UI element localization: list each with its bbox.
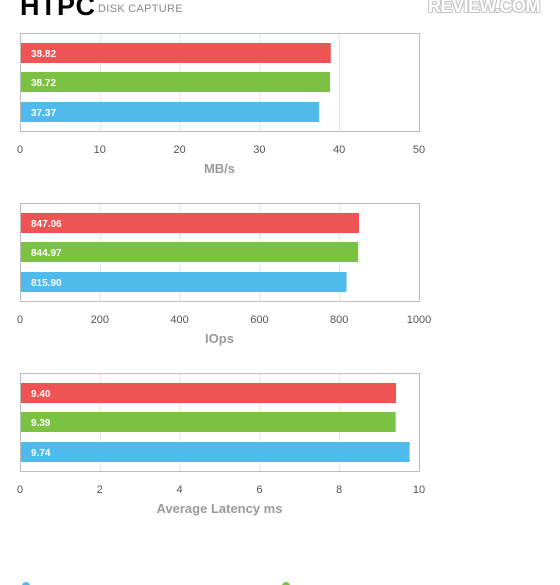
bar: [21, 383, 397, 403]
axis-title: IOps: [205, 331, 234, 346]
tick-label: 30: [253, 144, 265, 156]
axis-title: MB/s: [204, 161, 235, 176]
page-subtitle: DISK CAPTURE: [98, 3, 183, 15]
bar-value-label: 9.39: [31, 418, 51, 429]
bar-value-label: 38.82: [31, 49, 56, 60]
tick-label: 1000: [407, 314, 431, 326]
legend: [0, 574, 560, 585]
bar-value-label: 815.90: [31, 278, 62, 289]
page-title: HTPC: [20, 0, 96, 21]
bar-value-label: 844.97: [31, 248, 62, 259]
tick-label: 50: [413, 144, 425, 156]
bar-value-label: 37.37: [31, 108, 56, 119]
bar: [21, 213, 359, 233]
bar-value-label: 38.72: [31, 78, 56, 89]
tick-label: 6: [256, 484, 262, 496]
bar: [21, 102, 320, 122]
tick-label: 20: [173, 144, 185, 156]
tick-label: 800: [330, 314, 348, 326]
bar: [21, 412, 396, 432]
bar: [21, 72, 330, 92]
bar: [21, 43, 331, 63]
tick-label: 0: [17, 314, 23, 326]
tick-label: 600: [250, 314, 268, 326]
bar: [21, 442, 410, 462]
tick-label: 0: [17, 144, 23, 156]
tick-label: 10: [413, 484, 425, 496]
tick-label: 4: [177, 484, 183, 496]
tick-label: 400: [170, 314, 188, 326]
tick-label: 40: [333, 144, 345, 156]
legend-item-1: [22, 580, 36, 585]
bar-value-label: 9.40: [31, 389, 51, 400]
bar: [21, 272, 347, 292]
tick-label: 8: [336, 484, 342, 496]
legend-dot-icon: [22, 582, 30, 585]
bar-value-label: 847.06: [31, 219, 62, 230]
legend-dot-icon: [282, 582, 290, 585]
tick-label: 200: [91, 314, 109, 326]
chart-1: 38.82 38.72 37.37 0 10 20 30 40 50 MB/s: [17, 33, 425, 176]
chart-2: 847.06 844.97 815.90 0 200 400 600 800 1000 IOps: [17, 203, 431, 346]
bar: [21, 242, 359, 262]
bar-value-label: 9.74: [31, 448, 51, 459]
legend-item-2: [282, 580, 296, 585]
tick-label: 0: [17, 484, 23, 496]
tick-label: 2: [97, 484, 103, 496]
site-logo: REVIEW.COM: [427, 0, 541, 16]
chart-3: 9.40 9.39 9.74 0 2 4 6 8 10 Average Latency ms: [17, 373, 425, 516]
tick-label: 10: [94, 144, 106, 156]
axis-title: Average Latency ms: [157, 501, 283, 516]
